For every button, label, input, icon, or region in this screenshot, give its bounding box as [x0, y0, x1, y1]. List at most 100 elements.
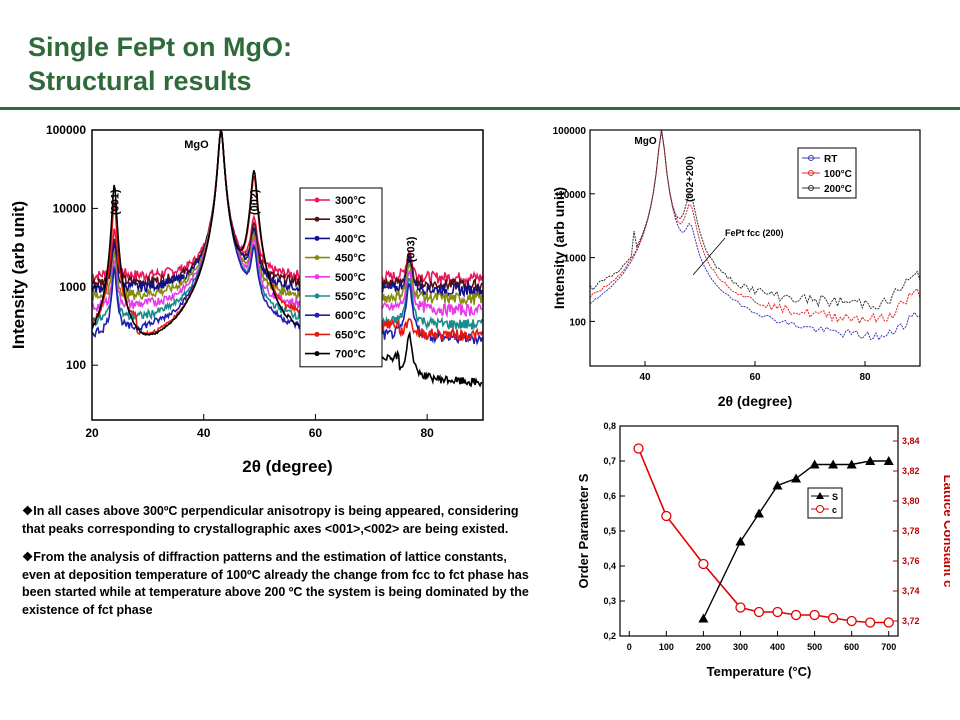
- slide-title: Single FePt on MgO: Structural results: [28, 30, 292, 98]
- x-tick-label: 60: [309, 426, 323, 440]
- legend-label: 200°C: [824, 184, 852, 195]
- series-line-700C: [92, 130, 483, 388]
- legend-label: c: [832, 505, 837, 515]
- y2-tick-label: 3,78: [902, 526, 920, 536]
- legend-label: 100°C: [824, 169, 852, 180]
- x-axis-label: Temperature (°C): [707, 664, 812, 679]
- plot-frame: [589, 129, 921, 367]
- legend-marker: [314, 351, 320, 357]
- legend-marker: [314, 255, 320, 261]
- c-point: [809, 609, 820, 621]
- y-tick-label: 100: [66, 358, 86, 372]
- series-line-650C: [92, 130, 483, 342]
- legend-label: S: [832, 492, 838, 502]
- bullet-marker-icon: ❖: [22, 550, 34, 564]
- legend-marker: [314, 312, 320, 318]
- legend-label: 700°C: [335, 349, 366, 361]
- peak-label: MgO: [184, 139, 209, 151]
- c-point: [661, 510, 672, 522]
- y-tick-label: 0,3: [603, 596, 616, 606]
- x-tick-label: 100: [659, 642, 674, 652]
- series-line-S: [702, 460, 889, 619]
- x-tick-label: 80: [420, 426, 434, 440]
- y-tick-label: 0,8: [603, 421, 616, 431]
- title-divider: [0, 107, 960, 110]
- annotation-arrow: [692, 237, 726, 276]
- y2-tick-label: 3,76: [902, 556, 920, 566]
- y2-tick-label: 3,74: [902, 586, 920, 596]
- peak-label: (003): [405, 236, 417, 262]
- legend-marker: [314, 274, 320, 280]
- S-point: [754, 508, 764, 518]
- x-tick-label: 400: [770, 642, 785, 652]
- S-point: [735, 536, 746, 546]
- legend-marker: [808, 170, 814, 176]
- y2-tick-label: 3,80: [902, 496, 920, 506]
- c-point: [846, 615, 857, 627]
- legend-marker: [808, 155, 814, 161]
- series-line-200C: [590, 130, 920, 310]
- series-line-400C: [92, 130, 483, 298]
- legend-marker: [808, 185, 814, 191]
- series-line-600C: [92, 130, 483, 346]
- x-axis-label: 2θ (degree): [718, 393, 792, 409]
- x-axis-label: 2θ (degree): [242, 457, 332, 476]
- xrd-low-temperature-chart: 40 60 80 100 1000 10000 100000 2θ (degree) Inten…: [551, 126, 921, 409]
- legend-marker: [816, 505, 824, 513]
- S-point: [772, 480, 783, 490]
- legend-marker: [816, 492, 824, 499]
- y2-tick-label: 3,84: [902, 436, 920, 446]
- y-axis-label: Intensity (arb unit): [551, 187, 567, 309]
- c-point: [735, 602, 746, 613]
- bullet-list: ❖ In all cases above 300ºC perpendicular …: [22, 503, 537, 630]
- legend-marker: [314, 331, 320, 337]
- x-tick-label: 80: [859, 372, 871, 383]
- series-line-300C: [92, 130, 483, 287]
- y-tick-label: 0,6: [603, 491, 616, 501]
- y-tick-label: 0,4: [603, 561, 616, 571]
- c-point: [698, 558, 709, 570]
- legend-marker: [314, 235, 320, 241]
- x-tick-label: 200: [696, 642, 711, 652]
- y-tick-label: 1000: [564, 254, 587, 265]
- series-line-500C: [92, 130, 483, 319]
- title-line-2: Structural results: [28, 66, 252, 96]
- y-axis-label: Order Parameter S: [576, 473, 591, 588]
- y-tick-label: 10000: [53, 201, 87, 215]
- y-tick-label: 100: [569, 317, 586, 328]
- S-point: [809, 459, 820, 469]
- y-tick-label: 1000: [59, 280, 86, 294]
- S-point: [865, 456, 876, 465]
- S-point: [791, 473, 802, 483]
- x-tick-label: 20: [85, 426, 99, 440]
- y2-tick-label: 3,82: [902, 466, 920, 476]
- y2-tick-label: 3,72: [902, 616, 920, 626]
- legend-label: 650°C: [335, 329, 366, 341]
- legend-label: 300°C: [335, 195, 366, 207]
- legend-label: 600°C: [335, 310, 366, 322]
- c-point: [753, 606, 765, 618]
- legend-marker: [314, 293, 320, 299]
- series-line-100C: [590, 130, 920, 325]
- bullet-item-2: ❖From the analysis of diffraction patter…: [22, 549, 537, 619]
- title-line-1: Single FePt on MgO:: [28, 32, 292, 62]
- series-line-450C: [92, 130, 483, 306]
- bullet-text: From the analysis of diffraction pattern…: [22, 550, 529, 617]
- x-tick-label: 600: [844, 642, 859, 652]
- c-point: [883, 617, 894, 628]
- bullet-text: In all cases above 300ºC perpendicular a…: [22, 504, 519, 536]
- x-tick-label: 700: [881, 642, 896, 652]
- legend-label: 400°C: [335, 233, 366, 245]
- y-tick-label: 100000: [46, 123, 86, 137]
- S-point: [828, 459, 839, 469]
- plot-frame: [619, 425, 899, 637]
- annotation-label: FePt fcc (200): [725, 228, 784, 238]
- c-point: [633, 443, 644, 454]
- y-tick-label: 100000: [553, 126, 587, 137]
- y-tick-label: 10000: [558, 190, 586, 201]
- order-parameter-chart: 0 100 200 300 400 500 600 700 0,2 0,3 0,4 0,5 0,6 0,7…: [576, 421, 950, 679]
- x-tick-label: 300: [733, 642, 748, 652]
- bullet-item-1: ❖In all cases above 300ºC perpendicular …: [22, 503, 537, 538]
- plot-frame: [91, 129, 484, 421]
- series-line-550C: [92, 130, 483, 331]
